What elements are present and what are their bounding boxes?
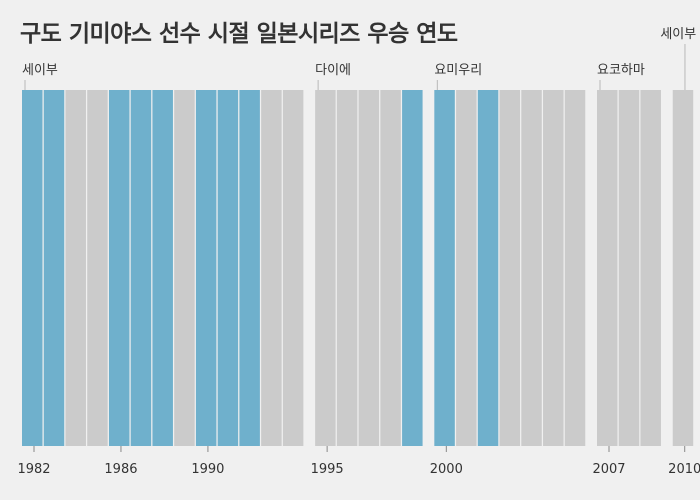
- team-label: 세이부: [22, 63, 58, 78]
- bar-1988: [152, 90, 173, 446]
- x-tick-label: 1995: [311, 462, 344, 477]
- team-label: 세이부: [660, 27, 696, 42]
- bar-1993: [261, 90, 282, 446]
- bar-1989: [174, 90, 195, 446]
- x-tick-label: 2007: [592, 462, 625, 477]
- chart-title: 구도 기미야스 선수 시절 일본시리즈 우승 연도: [20, 21, 458, 47]
- bar-1998: [380, 90, 401, 446]
- bar-2004: [521, 90, 542, 446]
- bar-1990: [195, 90, 217, 446]
- team-label: 요미우리: [434, 63, 482, 78]
- x-tick-label: 1982: [17, 462, 50, 477]
- bar-2005: [543, 90, 564, 446]
- bar-1994: [282, 90, 304, 446]
- bar-1995: [315, 90, 336, 446]
- x-tick-label: 1990: [191, 462, 224, 477]
- x-tick-label: 2000: [430, 462, 463, 477]
- bar-1982: [22, 90, 43, 446]
- bar-2003: [499, 90, 521, 446]
- bar-2010: [672, 90, 694, 446]
- bar-1986: [108, 90, 130, 446]
- bar-2009: [640, 90, 661, 446]
- bar-2008: [618, 90, 640, 446]
- bar-2000: [434, 90, 455, 446]
- x-tick-label: 1986: [104, 462, 137, 477]
- bar-1985: [87, 90, 108, 446]
- x-tick-label: 2010: [668, 462, 700, 477]
- bar-1991: [217, 90, 239, 446]
- team-label: 요코하마: [597, 63, 645, 78]
- bar-1999: [402, 90, 423, 446]
- bar-2002: [477, 90, 499, 446]
- bar-1992: [239, 90, 260, 446]
- bar-2006: [564, 90, 586, 446]
- bar-2007: [597, 90, 618, 446]
- bar-1983: [43, 90, 65, 446]
- bar-1987: [130, 90, 152, 446]
- team-label: 다이에: [315, 63, 351, 78]
- bar-1996: [336, 90, 358, 446]
- bar-1984: [65, 90, 86, 446]
- bar-2001: [456, 90, 477, 446]
- bar-1997: [358, 90, 380, 446]
